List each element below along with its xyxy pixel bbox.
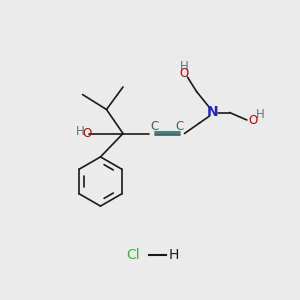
Text: H: H bbox=[169, 248, 179, 262]
Text: Cl: Cl bbox=[127, 248, 140, 262]
Text: O: O bbox=[180, 67, 189, 80]
Text: H: H bbox=[256, 108, 265, 121]
Text: C: C bbox=[150, 120, 159, 134]
Text: N: N bbox=[207, 106, 219, 119]
Text: H: H bbox=[76, 125, 85, 138]
Text: O: O bbox=[82, 127, 91, 140]
Text: C: C bbox=[176, 120, 184, 134]
Text: O: O bbox=[249, 113, 258, 127]
Text: H: H bbox=[180, 60, 189, 74]
